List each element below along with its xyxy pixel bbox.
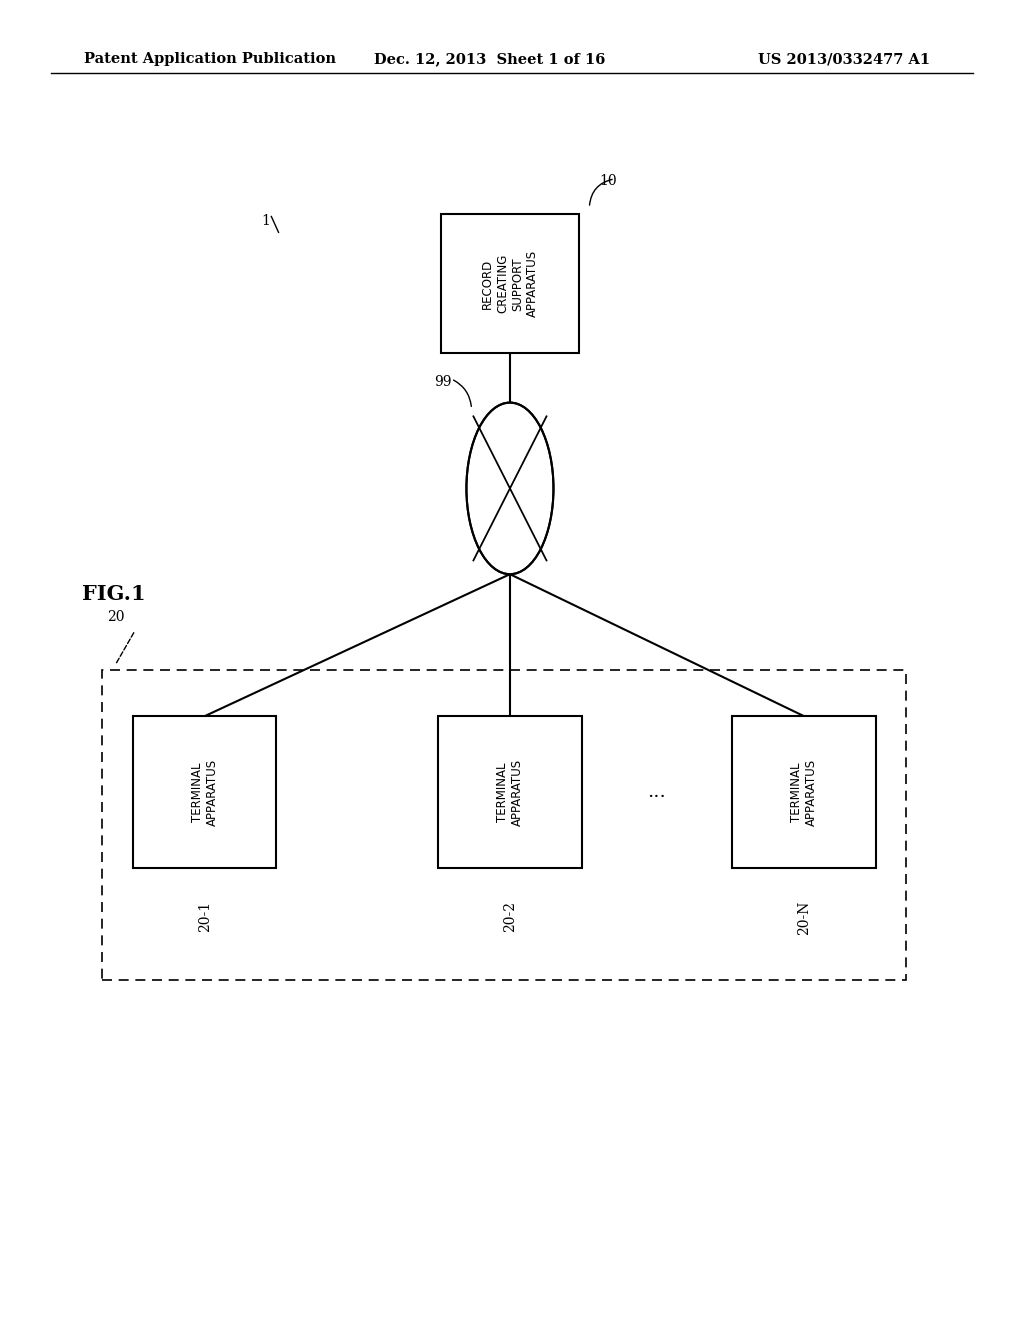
Text: FIG.1: FIG.1 <box>82 583 145 605</box>
Bar <box>102 669 906 979</box>
Text: 20: 20 <box>108 610 125 623</box>
Text: 20-N: 20-N <box>797 900 811 936</box>
Bar <box>133 715 276 869</box>
Text: US 2013/0332477 A1: US 2013/0332477 A1 <box>758 53 930 66</box>
Text: TERMINAL
APPARATUS: TERMINAL APPARATUS <box>190 759 219 825</box>
Text: RECORD
CREATING
SUPPORT
APPARATUS: RECORD CREATING SUPPORT APPARATUS <box>481 251 539 317</box>
Text: Patent Application Publication: Patent Application Publication <box>84 53 336 66</box>
Text: ...: ... <box>647 783 667 801</box>
Text: 99: 99 <box>434 375 452 389</box>
Text: TERMINAL
APPARATUS: TERMINAL APPARATUS <box>790 759 818 825</box>
Bar <box>440 214 580 352</box>
Text: 1: 1 <box>261 214 270 228</box>
Ellipse shape <box>467 403 553 574</box>
Bar <box>732 715 876 869</box>
Bar <box>438 715 582 869</box>
Text: 10: 10 <box>600 174 617 187</box>
Text: TERMINAL
APPARATUS: TERMINAL APPARATUS <box>496 759 524 825</box>
Text: 20-2: 20-2 <box>503 900 517 932</box>
Text: 20-1: 20-1 <box>198 900 212 932</box>
Text: Dec. 12, 2013  Sheet 1 of 16: Dec. 12, 2013 Sheet 1 of 16 <box>374 53 605 66</box>
